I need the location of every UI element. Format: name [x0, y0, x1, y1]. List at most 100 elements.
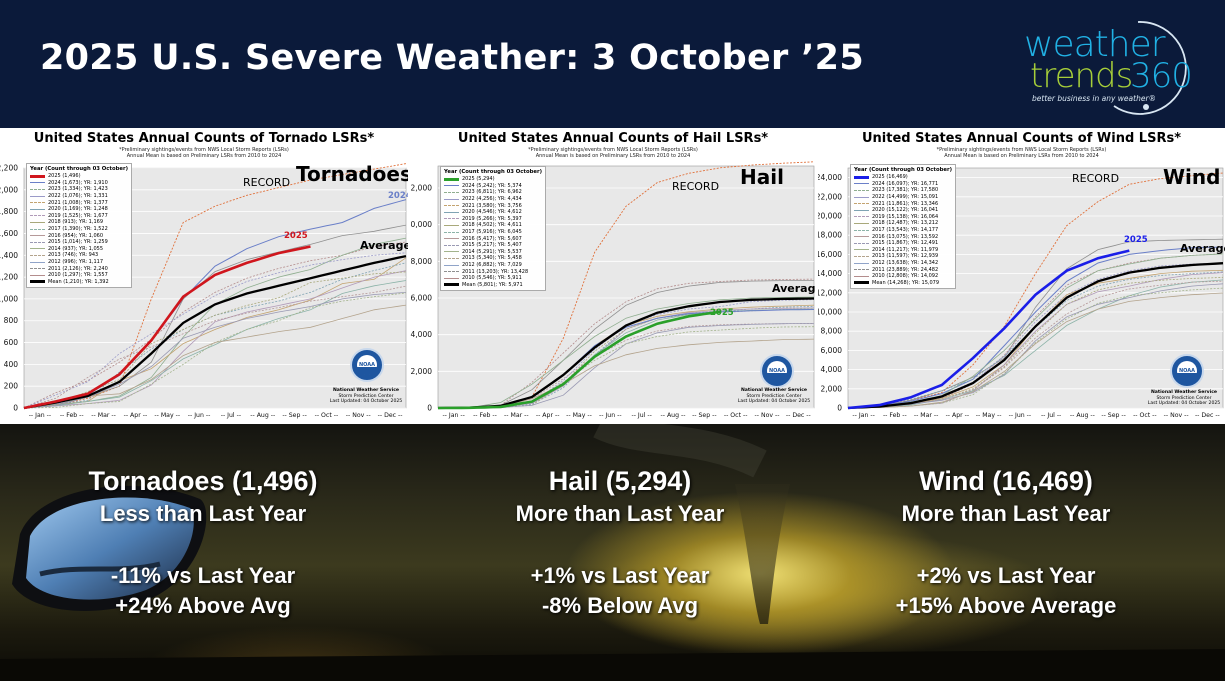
- chart-legend: Year (Count through 03 October) 2025 (1,4…: [26, 163, 133, 289]
- legend-label: 2024 (16,097); YR: 16,771: [872, 180, 939, 187]
- legend-entry: Mean (5,801); YR: 5,971: [444, 282, 542, 289]
- x-tick-label: -- Dec --: [1195, 412, 1220, 419]
- legend-label: 2018 (913); YR: 1,169: [48, 219, 103, 226]
- wind-chart-panel: United States Annual Counts of Wind LSRs…: [818, 128, 1225, 424]
- legend-label: 2022 (1,076); YR: 1,331: [48, 193, 108, 200]
- x-tick-label: -- Feb --: [883, 412, 907, 419]
- legend-entry: 2018 (913); YR: 1,169: [30, 219, 128, 226]
- legend-label: 2011 (2,126); YR: 2,240: [48, 265, 108, 272]
- legend-entry: 2018 (4,502); YR: 4,611: [444, 222, 542, 229]
- x-tick-label: -- Oct --: [1133, 412, 1157, 419]
- legend-title: Year (Count through 03 October): [854, 167, 953, 173]
- logo-ring-icon: [1113, 21, 1187, 115]
- x-tick-label: -- Oct --: [724, 412, 748, 419]
- legend-swatch: [444, 264, 459, 266]
- series-line-2011: [23, 163, 407, 409]
- legend-label: 2015 (1,014); YR: 1,259: [48, 239, 108, 246]
- average-label: Average: [360, 239, 408, 252]
- legend-swatch: [854, 242, 869, 244]
- logo-word-360: 360: [1130, 56, 1193, 96]
- y-tick-label: 22,000: [818, 192, 842, 201]
- chart-legend: Year (Count through 03 October) 2025 (16,…: [850, 164, 957, 290]
- y-tick-label: 2,000: [411, 367, 433, 376]
- average-label: Average: [772, 282, 816, 295]
- legend-label: 2018 (4,502); YR: 4,611: [462, 222, 522, 229]
- series-line-2012: [437, 278, 815, 409]
- legend-swatch: [444, 205, 459, 207]
- legend-label: 2017 (1,390); YR: 1,522: [48, 226, 108, 233]
- legend-entry: 2013 (11,597); YR: 12,939: [854, 253, 952, 260]
- stat-vs-average: +24% Above Avg: [115, 593, 291, 618]
- legend-entry: 2012 (13,638); YR: 14,342: [854, 260, 952, 267]
- legend-entry: 2014 (5,291); YR: 5,537: [444, 249, 542, 256]
- legend-entry: 2016 (954); YR: 1,060: [30, 232, 128, 239]
- legend-entry: 2013 (746); YR: 943: [30, 252, 128, 259]
- x-tick-label: -- Sep --: [282, 412, 307, 419]
- series-line-2020: [23, 271, 407, 409]
- credit-line: National Weather Service: [332, 388, 400, 393]
- legend-swatch: [30, 254, 45, 256]
- legend-entry: 2012 (996); YR: 1,117: [30, 259, 128, 266]
- stat-headline: Hail (5,294): [548, 466, 692, 496]
- series-line-2025: [847, 249, 1130, 410]
- y-tick-label: 10,000: [818, 308, 842, 317]
- legend-entry: 2022 (1,076); YR: 1,331: [30, 193, 128, 200]
- series-line-mean: [23, 254, 407, 410]
- series-line-2025: [438, 310, 721, 410]
- legend-entry: 2020 (1,169); YR: 1,248: [30, 206, 128, 213]
- legend-entry: 2021 (11,861); YR: 13,346: [854, 200, 952, 207]
- y-tick-label: 800: [4, 316, 19, 325]
- legend-label: 2017 (13,543); YR: 14,177: [872, 227, 939, 234]
- legend-label: 2022 (14,499); YR: 15,091: [872, 194, 939, 201]
- legend-swatch: [854, 269, 869, 271]
- series-line-2014: [847, 292, 1224, 409]
- legend-label: Mean (14,268); YR: 15,079: [872, 279, 940, 286]
- series-line-2025: [23, 245, 311, 410]
- legend-entry: 2021 (3,580); YR: 3,756: [444, 202, 542, 209]
- legend-label: 2013 (746); YR: 943: [48, 252, 99, 259]
- legend-label: 2016 (5,417); YR: 5,607: [462, 235, 522, 242]
- legend-label: 2023 (6,811); YR: 6,962: [462, 189, 522, 196]
- y-tick-label: 16,000: [818, 250, 842, 259]
- legend-entry: 2016 (5,417); YR: 5,607: [444, 235, 542, 242]
- credit-block: National Weather Service Storm Predictio…: [326, 388, 406, 405]
- series-line-2012: [23, 285, 407, 409]
- y-tick-label: 4,000: [411, 330, 433, 339]
- stat-vs-last-year: +2% vs Last Year: [916, 563, 1096, 588]
- legend-swatch: [854, 222, 869, 224]
- legend-title: Year (Count through 03 October): [30, 166, 129, 172]
- legend-swatch: [444, 277, 459, 279]
- x-tick-label: -- Feb --: [473, 412, 497, 419]
- chart-subtitle: Annual Mean is based on Preliminary LSRs…: [126, 153, 282, 159]
- legend-label: 2016 (13,075); YR: 13,592: [872, 233, 939, 240]
- x-tick-label: -- Aug --: [1070, 412, 1095, 419]
- chart-title: United States Annual Counts of Hail LSRs…: [457, 131, 769, 146]
- legend-entry: 2014 (937); YR: 1,055: [30, 246, 128, 253]
- legend-swatch: [30, 274, 45, 276]
- legend-swatch: [854, 229, 869, 231]
- legend-label: 2010 (1,297); YR: 1,557: [48, 272, 108, 279]
- x-tick-label: -- Jul --: [631, 412, 651, 419]
- legend-swatch: [854, 262, 869, 264]
- legend-swatch: [854, 255, 869, 257]
- y-tick-label: 1,000: [0, 294, 18, 303]
- credit-line: Last Updated: 04 October 2025: [1147, 401, 1221, 407]
- legend-entry: 2024 (1,673); YR: 1,910: [30, 180, 128, 187]
- x-tick-label: -- May --: [566, 412, 592, 419]
- x-tick-label: -- Apr --: [536, 412, 560, 419]
- legend-entry: 2020 (4,546); YR: 4,612: [444, 209, 542, 216]
- legend-swatch: [444, 191, 459, 193]
- tornado-chart-panel: United States Annual Counts of Tornado L…: [0, 128, 408, 424]
- legend-swatch: [444, 283, 459, 287]
- y-tick-label: 18,000: [818, 231, 842, 240]
- stat-vs-last-year: +1% vs Last Year: [530, 563, 710, 588]
- x-tick-label: -- Jun --: [188, 412, 211, 419]
- legend-label: Mean (5,801); YR: 5,971: [462, 281, 523, 288]
- record-label: RECORD: [672, 180, 719, 193]
- y-tick-label: 8,000: [821, 327, 843, 336]
- y-tick-label: 6,000: [821, 346, 843, 355]
- legend-swatch: [854, 189, 869, 191]
- x-tick-label: -- Jun --: [599, 412, 622, 419]
- legend-swatch: [444, 211, 459, 213]
- x-tick-label: -- Dec --: [378, 412, 403, 419]
